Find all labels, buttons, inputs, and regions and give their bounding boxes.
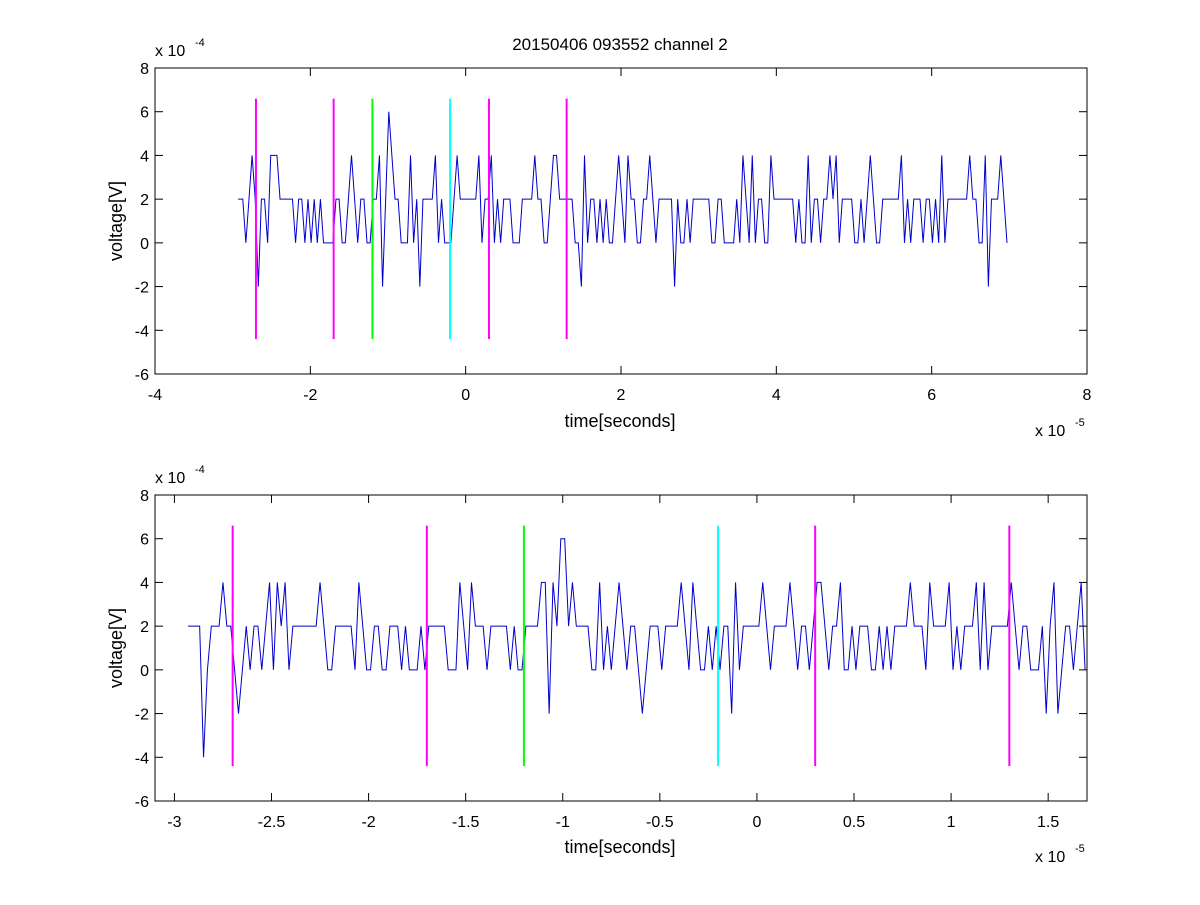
x-tick-label: 1.5 xyxy=(1037,814,1059,831)
y-tick-label: -4 xyxy=(135,750,149,767)
y-tick-label: 4 xyxy=(140,148,149,165)
voltage-trace xyxy=(188,538,1086,758)
y-tick-label: -2 xyxy=(135,280,149,297)
x-tick-label: -1 xyxy=(556,814,570,831)
x-tick-label: 8 xyxy=(1083,387,1092,404)
y-tick-label: 6 xyxy=(140,532,149,549)
y-tick-label: 8 xyxy=(140,61,149,78)
y-tick-label: 2 xyxy=(140,192,149,209)
y-tick-label: -4 xyxy=(135,323,149,340)
y-tick-label: -6 xyxy=(135,367,149,384)
x-tick-label: -1.5 xyxy=(452,814,480,831)
top-plot: -4 -2 0 2 4 6 8 -6 -4 -2 0 2 4 6 8 time[seconds] volt… xyxy=(106,37,1092,440)
top-plot-markers xyxy=(254,98,568,340)
bottom-plot-trace xyxy=(188,538,1086,758)
y-tick-label: 6 xyxy=(140,105,149,122)
x-tick-label: 2 xyxy=(617,387,626,404)
y-tick-label: 2 xyxy=(140,619,149,636)
top-plot-y-label: voltage[V] xyxy=(106,181,126,261)
voltage-trace xyxy=(238,111,1008,287)
x-tick-label: 0 xyxy=(752,814,761,831)
y-tick-label: 0 xyxy=(140,663,149,680)
top-plot-axes-box xyxy=(154,67,1088,375)
top-plot-y-ticks: -6 -4 -2 0 2 4 6 8 xyxy=(135,61,1087,384)
x-tick-label: -2.5 xyxy=(258,814,286,831)
bottom-plot-axes-box xyxy=(154,494,1088,802)
top-plot-x-exponent: -5 xyxy=(1075,417,1085,429)
x-tick-label: 4 xyxy=(772,387,781,404)
x-tick-label: -2 xyxy=(361,814,375,831)
top-plot-y-exponent-label: x 10 xyxy=(155,43,185,60)
top-plot-x-ticks: -4 -2 0 2 4 6 8 xyxy=(148,68,1092,404)
bottom-plot-x-exponent: -5 xyxy=(1075,843,1085,855)
bottom-plot-x-ticks: -3 -2.5 -2 -1.5 -1 -0.5 0 0.5 1 1.5 xyxy=(167,495,1059,831)
top-plot-x-exponent-label: x 10 xyxy=(1035,423,1065,440)
bottom-plot-markers xyxy=(231,525,1011,767)
top-plot-trace xyxy=(238,111,1008,287)
x-tick-label: -2 xyxy=(303,387,317,404)
bottom-plot-y-exponent-label: x 10 xyxy=(155,470,185,487)
y-tick-label: -6 xyxy=(135,794,149,811)
x-tick-label: -0.5 xyxy=(646,814,674,831)
y-tick-label: 4 xyxy=(140,575,149,592)
top-plot-x-label: time[seconds] xyxy=(564,411,675,431)
x-tick-label: 1 xyxy=(947,814,956,831)
bottom-plot-y-ticks: -6 -4 -2 0 2 4 6 8 xyxy=(135,488,1087,811)
x-tick-label: 6 xyxy=(927,387,936,404)
y-tick-label: -2 xyxy=(135,707,149,724)
bottom-plot-y-exponent: -4 xyxy=(195,464,205,476)
y-tick-label: 8 xyxy=(140,488,149,505)
x-tick-label: -4 xyxy=(148,387,162,404)
top-plot-y-exponent: -4 xyxy=(195,37,205,49)
x-tick-label: 0 xyxy=(461,387,470,404)
bottom-plot: -3 -2.5 -2 -1.5 -1 -0.5 0 0.5 1 1.5 -6 -4 -2 0 2 4 6 8 t… xyxy=(106,464,1088,866)
bottom-plot-y-label: voltage[V] xyxy=(106,608,126,688)
x-tick-label: 0.5 xyxy=(843,814,865,831)
x-tick-label: -3 xyxy=(167,814,181,831)
figure-title: 20150406 093552 channel 2 xyxy=(512,35,728,54)
bottom-plot-x-label: time[seconds] xyxy=(564,837,675,857)
y-tick-label: 0 xyxy=(140,236,149,253)
bottom-plot-x-exponent-label: x 10 xyxy=(1035,849,1065,866)
